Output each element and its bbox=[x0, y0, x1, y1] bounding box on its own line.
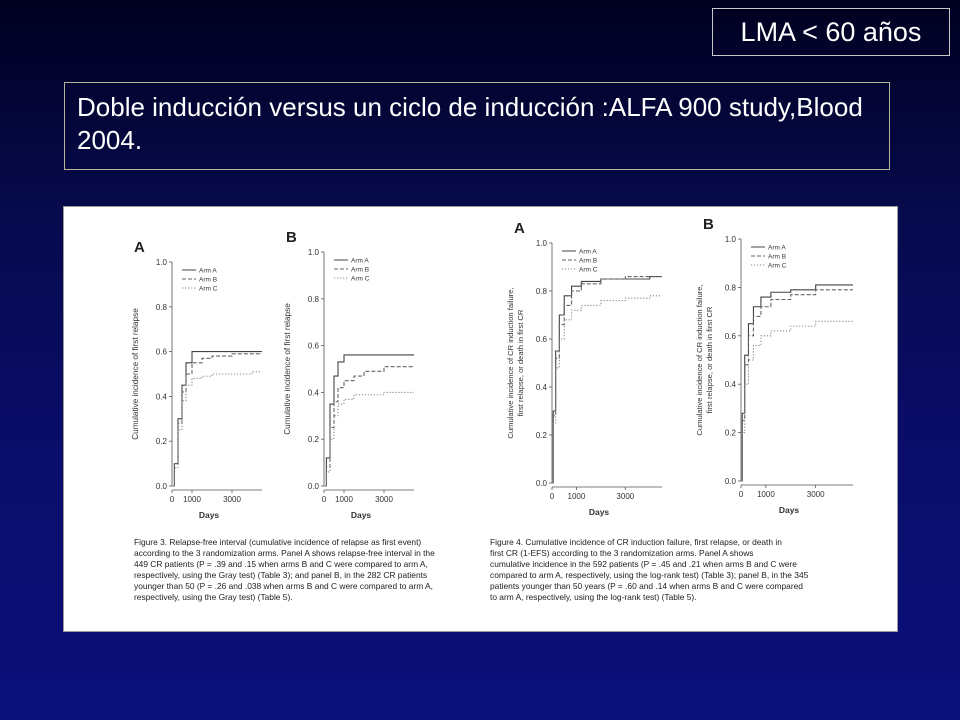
x-tick-label: 3000 bbox=[223, 495, 241, 504]
y-tick-label: 0.6 bbox=[725, 332, 737, 341]
panel-label: A bbox=[134, 239, 145, 256]
x-tick-label: 1000 bbox=[757, 490, 775, 499]
legend-label: Arm B bbox=[579, 258, 597, 265]
figure4-caption: Figure 4. Cumulative incidence of CR ind… bbox=[490, 537, 890, 603]
series-line bbox=[172, 371, 262, 487]
y-axis-label: Cumulative incidence of CR induction fai… bbox=[695, 284, 704, 435]
figure-panel: 0.0 0.2 0.4 0.6 0.8 1.0 0 1000 3000 Days A Cumulati… bbox=[63, 206, 898, 632]
y-tick-label: 0.4 bbox=[536, 383, 548, 392]
y-tick-label: 0.4 bbox=[308, 388, 320, 397]
x-tick-label: 3000 bbox=[616, 492, 634, 501]
series-line bbox=[172, 353, 262, 487]
slide-title: Doble inducción versus un ciclo de induc… bbox=[64, 82, 890, 170]
y-tick-label: 0.8 bbox=[156, 303, 168, 312]
y-tick-label: 0.2 bbox=[308, 435, 320, 444]
x-tick-label: 0 bbox=[550, 492, 555, 501]
x-axis-label: Days bbox=[589, 507, 610, 517]
caption-line: Figure 4. Cumulative incidence of CR ind… bbox=[490, 537, 782, 547]
legend-label: Arm A bbox=[351, 258, 369, 265]
y-axis-label: first relapse, or death in first CR bbox=[705, 306, 714, 413]
x-tick-label: 0 bbox=[322, 495, 327, 504]
legend-label: Arm A bbox=[768, 245, 786, 252]
y-tick-label: 0.8 bbox=[536, 287, 548, 296]
y-tick-label: 0.0 bbox=[308, 482, 320, 491]
y-tick-label: 0.6 bbox=[308, 342, 320, 351]
x-tick-label: 1000 bbox=[335, 495, 353, 504]
y-tick-label: 0.8 bbox=[308, 295, 320, 304]
y-tick-label: 0.2 bbox=[156, 437, 168, 446]
series-line bbox=[552, 295, 662, 484]
series-line bbox=[324, 354, 414, 487]
series-line bbox=[741, 289, 853, 482]
y-tick-label: 0.2 bbox=[725, 429, 737, 438]
figure3-caption: Figure 3. Relapse-free interval (cumulat… bbox=[134, 537, 504, 603]
series-line bbox=[552, 276, 662, 484]
y-tick-label: 1.0 bbox=[725, 235, 737, 244]
series-line bbox=[741, 320, 853, 482]
y-tick-label: 0.6 bbox=[156, 348, 168, 357]
section-tag: LMA < 60 años bbox=[712, 8, 950, 56]
legend-label: Arm C bbox=[351, 276, 370, 283]
x-tick-label: 3000 bbox=[807, 490, 825, 499]
y-tick-label: 1.0 bbox=[156, 258, 168, 267]
legend-label: Arm B bbox=[351, 267, 369, 274]
y-tick-label: 0.2 bbox=[536, 431, 548, 440]
x-axis-label: Days bbox=[351, 510, 372, 520]
series-line bbox=[324, 366, 414, 487]
legend-label: Arm B bbox=[768, 254, 786, 261]
y-tick-label: 0.0 bbox=[725, 477, 737, 486]
x-tick-label: 1000 bbox=[568, 492, 586, 501]
figure-svg: 0.00.20.40.60.81.00 1000 3000DaysACumulati… bbox=[131, 216, 853, 520]
y-tick-label: 0.8 bbox=[725, 283, 737, 292]
caption-line: cumulative incidence in the 592 patients… bbox=[490, 559, 797, 569]
y-axis-label: Cumulative incidence of first relapse bbox=[283, 303, 292, 435]
y-tick-label: 1.0 bbox=[308, 248, 320, 257]
y-tick-label: 0.4 bbox=[156, 392, 168, 401]
x-axis-label: Days bbox=[199, 510, 220, 520]
y-tick-label: 0.6 bbox=[536, 335, 548, 344]
caption-line: to arm A, respectively, using the log-ra… bbox=[490, 592, 697, 602]
panel-label: B bbox=[703, 216, 714, 233]
legend-label: Arm A bbox=[579, 249, 597, 256]
series-line bbox=[172, 351, 262, 487]
x-axis-label: Days bbox=[779, 505, 800, 515]
legend-label: Arm C bbox=[579, 267, 598, 274]
y-axis-label: first relapse, or death in first CR bbox=[516, 309, 525, 416]
y-tick-label: 0.0 bbox=[156, 482, 168, 491]
legend-label: Arm B bbox=[199, 277, 217, 284]
legend-label: Arm A bbox=[199, 268, 217, 275]
caption-line: respectively, using the Gray test) (Tabl… bbox=[134, 570, 428, 580]
caption-line: Figure 3. Relapse-free interval (cumulat… bbox=[134, 537, 422, 547]
panel-label: A bbox=[514, 220, 525, 237]
series-line bbox=[552, 276, 662, 484]
series-line bbox=[324, 391, 414, 487]
caption-line: respectively, using the Gray test) (Tabl… bbox=[134, 592, 293, 602]
y-tick-label: 0.0 bbox=[536, 479, 548, 488]
caption-line: patients younger than 50 years (P = .60 … bbox=[490, 581, 803, 591]
x-tick-label: 0 bbox=[739, 490, 744, 499]
legend-label: Arm C bbox=[768, 263, 787, 270]
y-axis-label: Cumulative incidence of first relapse bbox=[131, 308, 140, 440]
x-tick-label: 1000 bbox=[183, 495, 201, 504]
panel-label: B bbox=[286, 229, 297, 246]
caption-line: 449 CR patients (P = .39 and .15 when ar… bbox=[134, 559, 428, 569]
y-tick-label: 1.0 bbox=[536, 239, 548, 248]
caption-line: first CR (1-EFS) according to the 3 rand… bbox=[490, 548, 754, 558]
y-tick-label: 0.4 bbox=[725, 380, 737, 389]
caption-line: according to the 3 randomization arms. P… bbox=[134, 548, 435, 558]
y-axis-label: Cumulative incidence of CR induction fai… bbox=[506, 287, 515, 438]
x-tick-label: 0 bbox=[170, 495, 175, 504]
caption-line: younger than 50 (P = .26 and .038 when a… bbox=[134, 581, 433, 591]
x-tick-label: 3000 bbox=[375, 495, 393, 504]
caption-line: compared to arm A, respectively, using t… bbox=[490, 570, 809, 580]
legend-label: Arm C bbox=[199, 286, 218, 293]
series-line bbox=[741, 284, 853, 482]
